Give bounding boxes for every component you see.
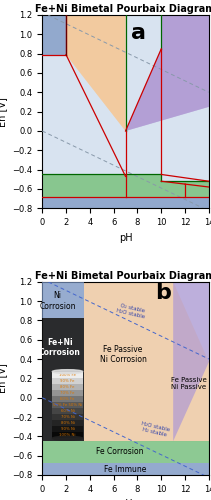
- Text: Fe+Ni
Corrosion: Fe+Ni Corrosion: [39, 338, 81, 357]
- Text: 80% Fe: 80% Fe: [60, 385, 75, 389]
- Polygon shape: [42, 15, 66, 54]
- Polygon shape: [42, 318, 84, 441]
- Y-axis label: Eh [V]: Eh [V]: [0, 96, 7, 126]
- Polygon shape: [52, 426, 83, 432]
- Text: O₂ stable
H₂O stable: O₂ stable H₂O stable: [116, 302, 147, 320]
- Polygon shape: [66, 15, 126, 131]
- Polygon shape: [126, 15, 209, 131]
- Text: Fe Passive
Ni Corrosion: Fe Passive Ni Corrosion: [100, 344, 147, 364]
- Polygon shape: [52, 408, 83, 414]
- Polygon shape: [52, 420, 83, 426]
- Text: Fe Corrosion: Fe Corrosion: [96, 448, 143, 456]
- Polygon shape: [42, 464, 209, 475]
- Text: Ni
Corrosion: Ni Corrosion: [39, 292, 76, 311]
- Polygon shape: [42, 196, 209, 208]
- Polygon shape: [84, 282, 209, 441]
- Text: Fe Immune: Fe Immune: [104, 464, 147, 473]
- Ellipse shape: [52, 370, 83, 374]
- Polygon shape: [161, 181, 209, 196]
- Y-axis label: Eh [V]: Eh [V]: [0, 364, 7, 394]
- Polygon shape: [66, 15, 126, 131]
- Polygon shape: [52, 432, 83, 438]
- Polygon shape: [52, 390, 83, 396]
- Polygon shape: [42, 15, 209, 208]
- Polygon shape: [173, 282, 209, 441]
- Polygon shape: [52, 396, 83, 402]
- Polygon shape: [42, 282, 84, 319]
- Ellipse shape: [52, 436, 83, 440]
- Polygon shape: [52, 402, 83, 408]
- Polygon shape: [42, 174, 161, 197]
- Text: 80% Ni: 80% Ni: [61, 421, 74, 425]
- Polygon shape: [52, 372, 83, 378]
- Text: 90% Fe: 90% Fe: [60, 378, 75, 382]
- Text: 60% Ni: 60% Ni: [61, 409, 74, 413]
- Polygon shape: [42, 282, 209, 475]
- Polygon shape: [52, 384, 83, 390]
- Polygon shape: [126, 15, 209, 131]
- Polygon shape: [42, 441, 209, 464]
- Text: H₂O stable
H₂ stable: H₂O stable H₂ stable: [140, 421, 171, 438]
- Text: b: b: [155, 283, 171, 303]
- Text: 50% Fe 50% Ni: 50% Fe 50% Ni: [53, 403, 82, 407]
- Text: 60% Fe: 60% Fe: [60, 397, 75, 401]
- Text: 70% Fe: 70% Fe: [60, 391, 75, 395]
- Text: 90% Ni: 90% Ni: [61, 427, 74, 431]
- Polygon shape: [52, 378, 83, 384]
- Text: a: a: [131, 23, 146, 43]
- Title: Fe+Ni Bimetal Pourbaix Diagram: Fe+Ni Bimetal Pourbaix Diagram: [35, 271, 211, 281]
- Text: 70% Ni: 70% Ni: [61, 415, 74, 419]
- X-axis label: pH: pH: [119, 232, 132, 242]
- Title: Fe+Ni Bimetal Pourbaix Diagram: Fe+Ni Bimetal Pourbaix Diagram: [35, 4, 211, 14]
- Polygon shape: [52, 414, 83, 420]
- Text: 100% Ni: 100% Ni: [59, 433, 76, 437]
- Text: 100% Fe: 100% Fe: [59, 372, 76, 376]
- Text: Fe Passive
Ni Passive: Fe Passive Ni Passive: [171, 376, 207, 390]
